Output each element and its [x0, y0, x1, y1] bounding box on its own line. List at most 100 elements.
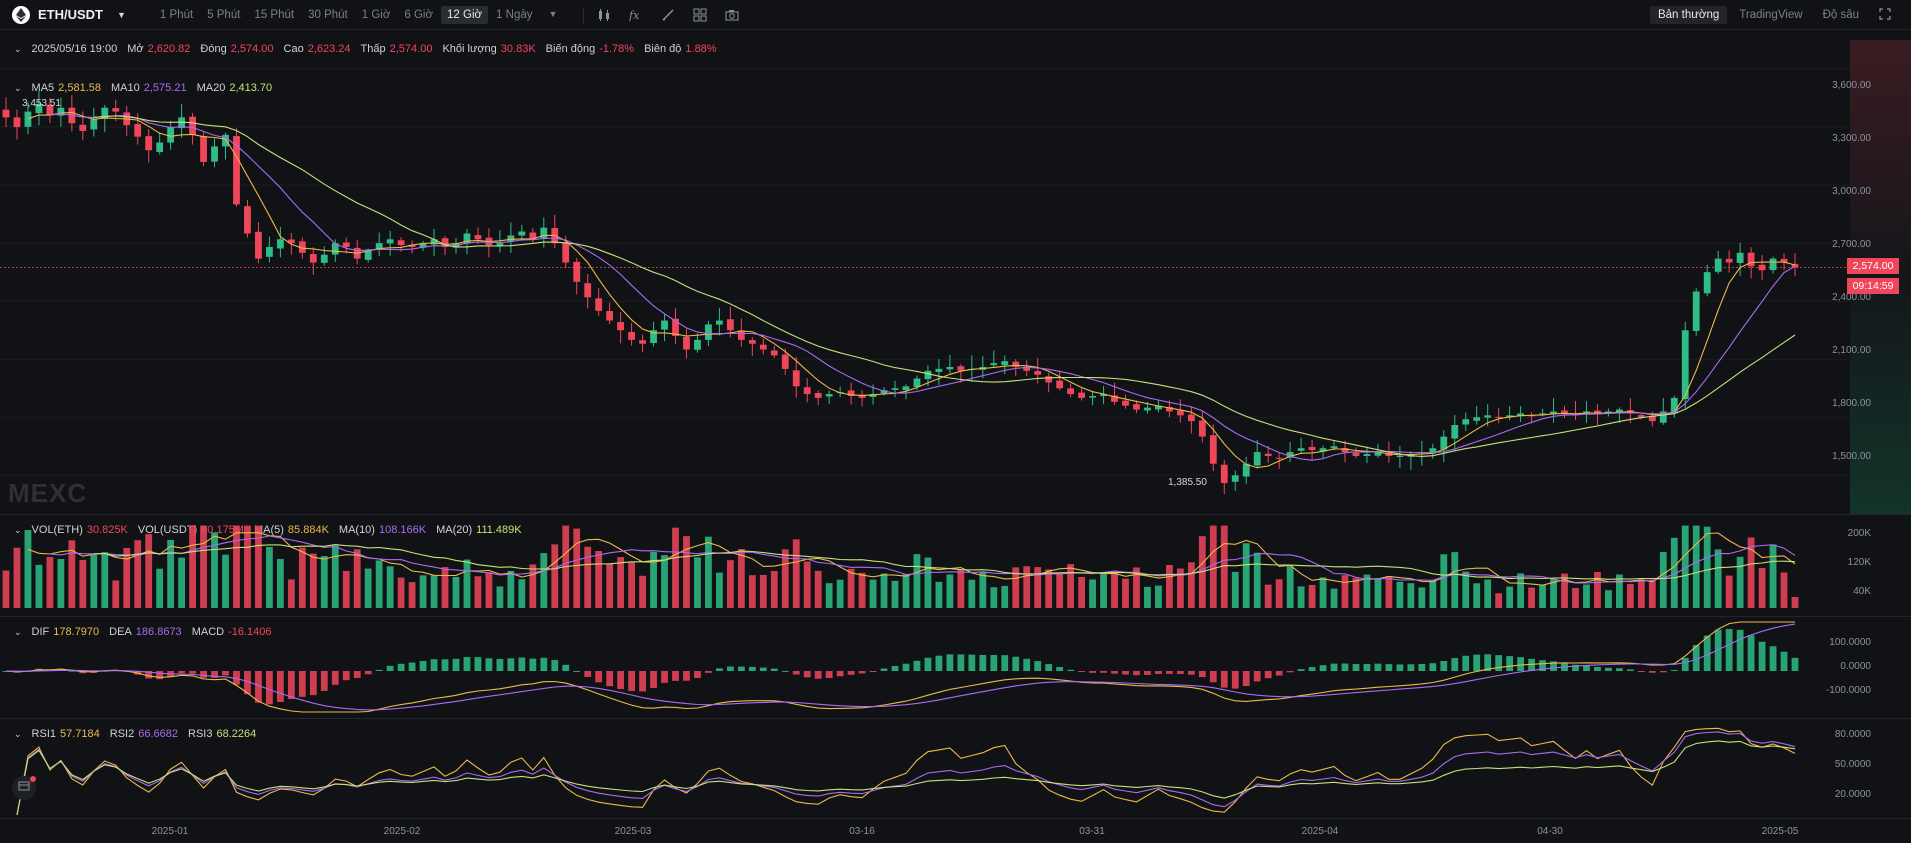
macd-histogram-bar: [1067, 669, 1075, 671]
volume-bar: [683, 536, 690, 608]
candle-body: [145, 136, 153, 151]
chevron-down-icon[interactable]: ⌄: [14, 728, 22, 739]
candle-body: [737, 330, 745, 340]
ohlc-date: 2025/05/16 19:00: [31, 43, 118, 55]
volume-bar: [694, 557, 701, 608]
candle-body: [255, 231, 262, 259]
volume-bar: [1725, 575, 1733, 608]
volume-bar: [123, 547, 131, 608]
chevron-down-icon[interactable]: ▼: [548, 8, 558, 19]
high-value: 2,623.24: [307, 43, 351, 55]
macd-histogram-bar: [68, 670, 76, 672]
rsi-pane[interactable]: [16, 727, 1796, 816]
chevron-down-icon[interactable]: ⌄: [14, 626, 22, 637]
macd-histogram-bar: [1209, 671, 1217, 683]
mode-depth[interactable]: Độ sâu: [1822, 9, 1859, 21]
candle-style-icon[interactable]: [596, 7, 612, 23]
interval-tab[interactable]: 6 Giờ: [404, 8, 434, 21]
indicator-settings-button[interactable]: [12, 776, 36, 800]
volume-bar: [1275, 579, 1283, 608]
interval-tab[interactable]: 12 Giờ: [441, 5, 489, 24]
pane-divider[interactable]: [0, 616, 1911, 617]
candle-body: [200, 136, 207, 162]
macd-histogram-bar: [825, 671, 833, 678]
macd-histogram-bar: [309, 671, 317, 696]
interval-tab[interactable]: 30 Phút: [308, 8, 348, 21]
camera-icon[interactable]: [724, 7, 740, 23]
volume-bar: [1637, 579, 1645, 608]
volume-bar: [1528, 587, 1535, 608]
volume-pane[interactable]: [2, 525, 1799, 608]
pane-divider[interactable]: [0, 514, 1911, 515]
volume-bar: [222, 554, 229, 608]
interval-tab[interactable]: 1 Ngày: [496, 8, 533, 21]
candle-body: [1001, 361, 1009, 366]
volume-bar: [1023, 566, 1031, 608]
time-tick-label: 2025-04: [1301, 826, 1339, 837]
macd-histogram-bar: [1056, 667, 1064, 671]
candle-body: [683, 336, 690, 350]
candle-body: [1495, 416, 1503, 418]
interval-tab[interactable]: 5 Phút: [207, 8, 241, 21]
volume-bar: [1615, 574, 1623, 608]
macd-histogram-bar: [386, 665, 394, 671]
volume-bar: [573, 528, 581, 608]
candle-body: [1725, 258, 1733, 263]
volume-bar: [1418, 587, 1426, 608]
macd-histogram-bar: [617, 671, 625, 690]
mode-tradingview[interactable]: TradingView: [1739, 9, 1803, 21]
interval-tab[interactable]: 1 Giờ: [361, 8, 391, 21]
volume-bar: [1714, 549, 1722, 608]
volume-bar: [244, 525, 251, 608]
high-label: Cao: [283, 43, 304, 55]
chevron-down-icon[interactable]: ⌄: [14, 524, 22, 535]
volume-bar: [1791, 596, 1799, 608]
volume-label: Khối lượng: [442, 43, 497, 55]
candle-body: [463, 233, 471, 244]
candle-body: [924, 370, 932, 380]
change-label: Biến động: [545, 43, 596, 55]
interval-tabs: 1 Phút 5 Phút 15 Phút 30 Phút 1 Giờ 6 Giờ 12 G…: [154, 5, 563, 24]
chevron-down-icon[interactable]: ⌄: [14, 43, 22, 54]
volume-bar: [990, 587, 998, 608]
layout-grid-icon[interactable]: [692, 7, 708, 23]
dif-label: DIF: [31, 626, 50, 638]
mode-basic[interactable]: Bản thường: [1649, 6, 1728, 24]
indicator-fx-icon[interactable]: fx: [628, 7, 644, 23]
volume-bar: [902, 574, 910, 608]
draw-pen-icon[interactable]: [660, 7, 676, 23]
price-pane[interactable]: [0, 68, 1850, 495]
candle-body: [1352, 452, 1360, 456]
candle-body: [178, 117, 186, 129]
candle-body: [156, 142, 164, 152]
candle-body: [957, 366, 965, 371]
chevron-down-icon[interactable]: ⌄: [14, 82, 22, 93]
volume-bar: [759, 574, 767, 608]
macd-histogram-bar: [1462, 655, 1470, 671]
candle-body: [2, 109, 10, 118]
macd-histogram-bar: [1023, 658, 1031, 671]
interval-tab[interactable]: 15 Phút: [254, 8, 295, 21]
dif-value: 178.7970: [53, 626, 100, 638]
candle-body: [518, 231, 526, 236]
volume-bar: [24, 530, 32, 608]
volume-bar: [1670, 537, 1678, 608]
vol-ma20-line: [93, 544, 1796, 580]
candle-body: [1451, 425, 1459, 439]
amplitude-label: Biên độ: [644, 43, 682, 55]
macd-histogram-bar: [836, 671, 844, 677]
candle-body: [825, 394, 833, 397]
volume-bar: [595, 550, 603, 608]
pair-selector[interactable]: ETH/USDT ▼: [0, 5, 126, 24]
macd-histogram-bar: [902, 663, 910, 671]
interval-tab[interactable]: 1 Phút: [159, 8, 194, 21]
macd-histogram-bar: [1231, 671, 1239, 689]
macd-pane[interactable]: [2, 621, 1799, 713]
candle-body: [430, 239, 438, 245]
volume-bar: [529, 564, 537, 608]
fullscreen-icon[interactable]: [1871, 5, 1899, 26]
pane-divider[interactable]: [0, 718, 1911, 719]
candle-body: [1429, 448, 1437, 454]
volume-bar: [189, 525, 196, 608]
